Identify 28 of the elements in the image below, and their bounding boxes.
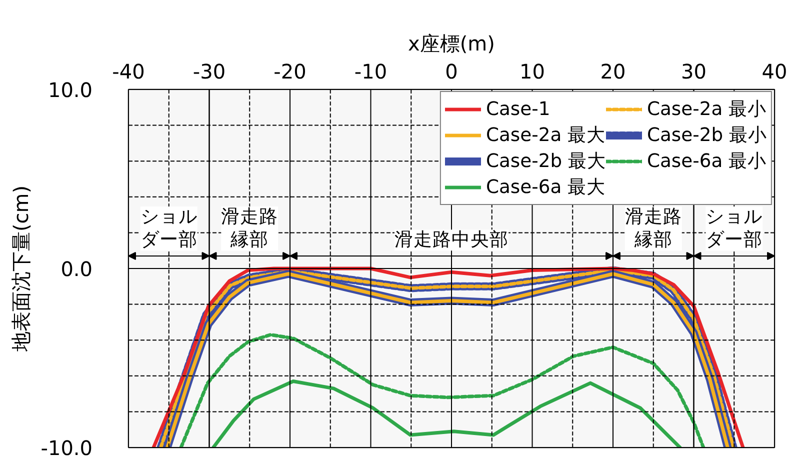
x-tick-label: 20 bbox=[600, 60, 626, 84]
x-tick-label: -30 bbox=[192, 60, 226, 84]
legend-label: Case-2a 最大 bbox=[486, 124, 606, 148]
x-axis-title: x座標(m) bbox=[408, 32, 495, 56]
legend-label: Case-6a 最小 bbox=[646, 150, 767, 174]
legend-label: Case-1 bbox=[486, 98, 550, 120]
band-label: 滑走路縁部 bbox=[221, 206, 278, 251]
x-tick-label: -20 bbox=[274, 60, 306, 84]
band-label: ショルダー部 bbox=[706, 206, 763, 251]
x-tick-label: 30 bbox=[681, 60, 706, 84]
y-axis-title: 地表面沈下量(cm) bbox=[8, 185, 33, 353]
legend-label: Case-2a 最小 bbox=[646, 98, 767, 122]
line-series bbox=[212, 380, 682, 448]
legend-label: Case-2b 最小 bbox=[646, 124, 767, 148]
x-tick-label: 40 bbox=[762, 60, 788, 84]
x-tick-label: 0 bbox=[445, 60, 458, 84]
band-label: 滑走路縁部 bbox=[624, 206, 682, 251]
band-label: 滑走路中央部 bbox=[394, 228, 508, 251]
legend-label: Case-2b 最大 bbox=[486, 150, 606, 174]
line-series bbox=[179, 332, 706, 448]
x-tick-label: 10 bbox=[520, 60, 545, 84]
y-tick-label: -10.0 bbox=[40, 436, 92, 458]
x-tick-label: -40 bbox=[112, 60, 145, 84]
legend-label: Case-6a 最大 bbox=[486, 176, 606, 200]
y-tick-label: 0.0 bbox=[60, 257, 93, 281]
band-label: ショルダー部 bbox=[140, 206, 198, 251]
x-tick-label: -10 bbox=[354, 60, 388, 84]
y-tick-label: 10.0 bbox=[48, 78, 92, 102]
